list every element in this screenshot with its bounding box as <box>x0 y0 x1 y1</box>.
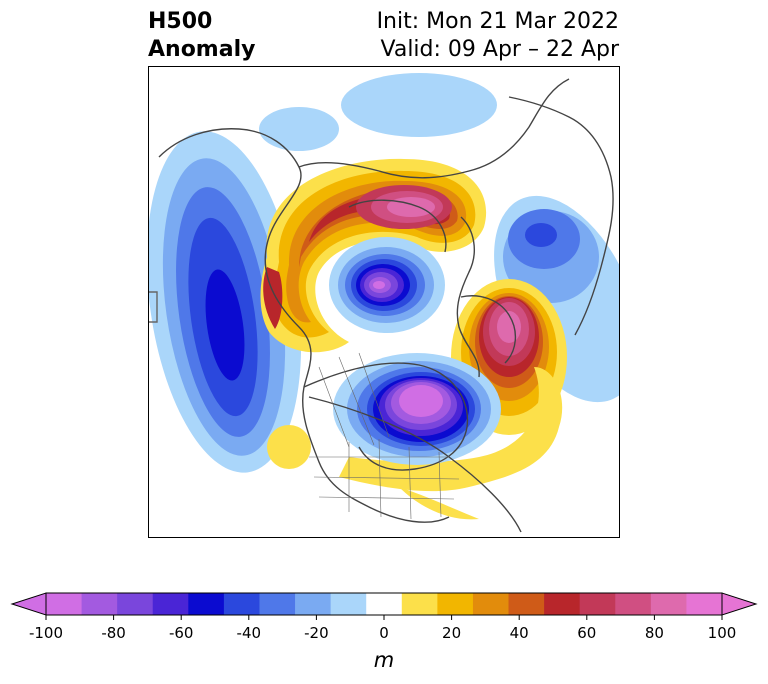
units-label: m <box>373 648 395 672</box>
title-line-2: Anomaly <box>148 37 256 62</box>
colorbar-extend-min <box>10 592 47 616</box>
arctic-ridge <box>260 158 487 353</box>
pacific-trough <box>149 131 302 473</box>
forecast-dates: Init: Mon 21 Mar 2022 Valid: 09 Apr – 22… <box>377 8 619 64</box>
colorbar-segment <box>223 593 260 615</box>
europe-trough <box>494 195 619 403</box>
colorbar-segment <box>330 593 367 615</box>
southern-ridge <box>267 367 563 520</box>
arctic-blue <box>259 73 497 151</box>
colorbar-segment <box>401 593 438 615</box>
colorbar-tick-label: -60 <box>168 624 194 642</box>
colorbar-tick-label: 20 <box>442 624 462 642</box>
colorbar-tick-label: 40 <box>509 624 529 642</box>
title-line-1: H500 <box>148 9 213 34</box>
colorbar-tick-label: -80 <box>101 624 126 642</box>
colorbar-segment <box>544 593 581 615</box>
colorbar-segment <box>259 593 296 615</box>
colorbar-tick-label: 0 <box>379 624 389 642</box>
colorbar-segment <box>295 593 332 615</box>
init-date: Init: Mon 21 Mar 2022 <box>376 9 619 34</box>
colorbar-segment <box>650 593 687 615</box>
colorbar-segment <box>686 593 723 615</box>
colorbar-segment <box>472 593 510 615</box>
valid-range: Valid: 09 Apr – 22 Apr <box>380 37 620 62</box>
colorbar <box>10 592 758 620</box>
colorbar-extend-max <box>721 592 758 616</box>
colorbar-tick-label: 100 <box>707 624 737 642</box>
colorbar-tick-label: -20 <box>304 624 329 642</box>
colorbar-segment <box>437 593 474 615</box>
colorbar-segment <box>366 593 403 615</box>
colorbar-segment <box>615 593 652 615</box>
colorbar-tick-label: 60 <box>577 624 597 642</box>
colorbar-segment <box>46 593 83 615</box>
colorbar-tick-label: -40 <box>236 624 262 642</box>
colorbar-segment <box>81 593 118 615</box>
anomaly-map <box>148 66 620 538</box>
hudson-low <box>333 353 501 465</box>
colorbar-segment <box>508 593 545 615</box>
chart-title: H500 Anomaly <box>148 8 255 64</box>
colorbar-segment <box>188 593 225 615</box>
colorbar-segment <box>152 593 189 615</box>
colorbar-segment <box>579 593 616 615</box>
colorbar-tick-label: -100 <box>28 624 64 642</box>
state-borders <box>309 352 460 520</box>
colorbar-segment <box>117 593 154 615</box>
colorbar-tick-label: 80 <box>644 624 664 642</box>
arctic-low <box>329 237 445 333</box>
map-canvas <box>149 73 619 533</box>
